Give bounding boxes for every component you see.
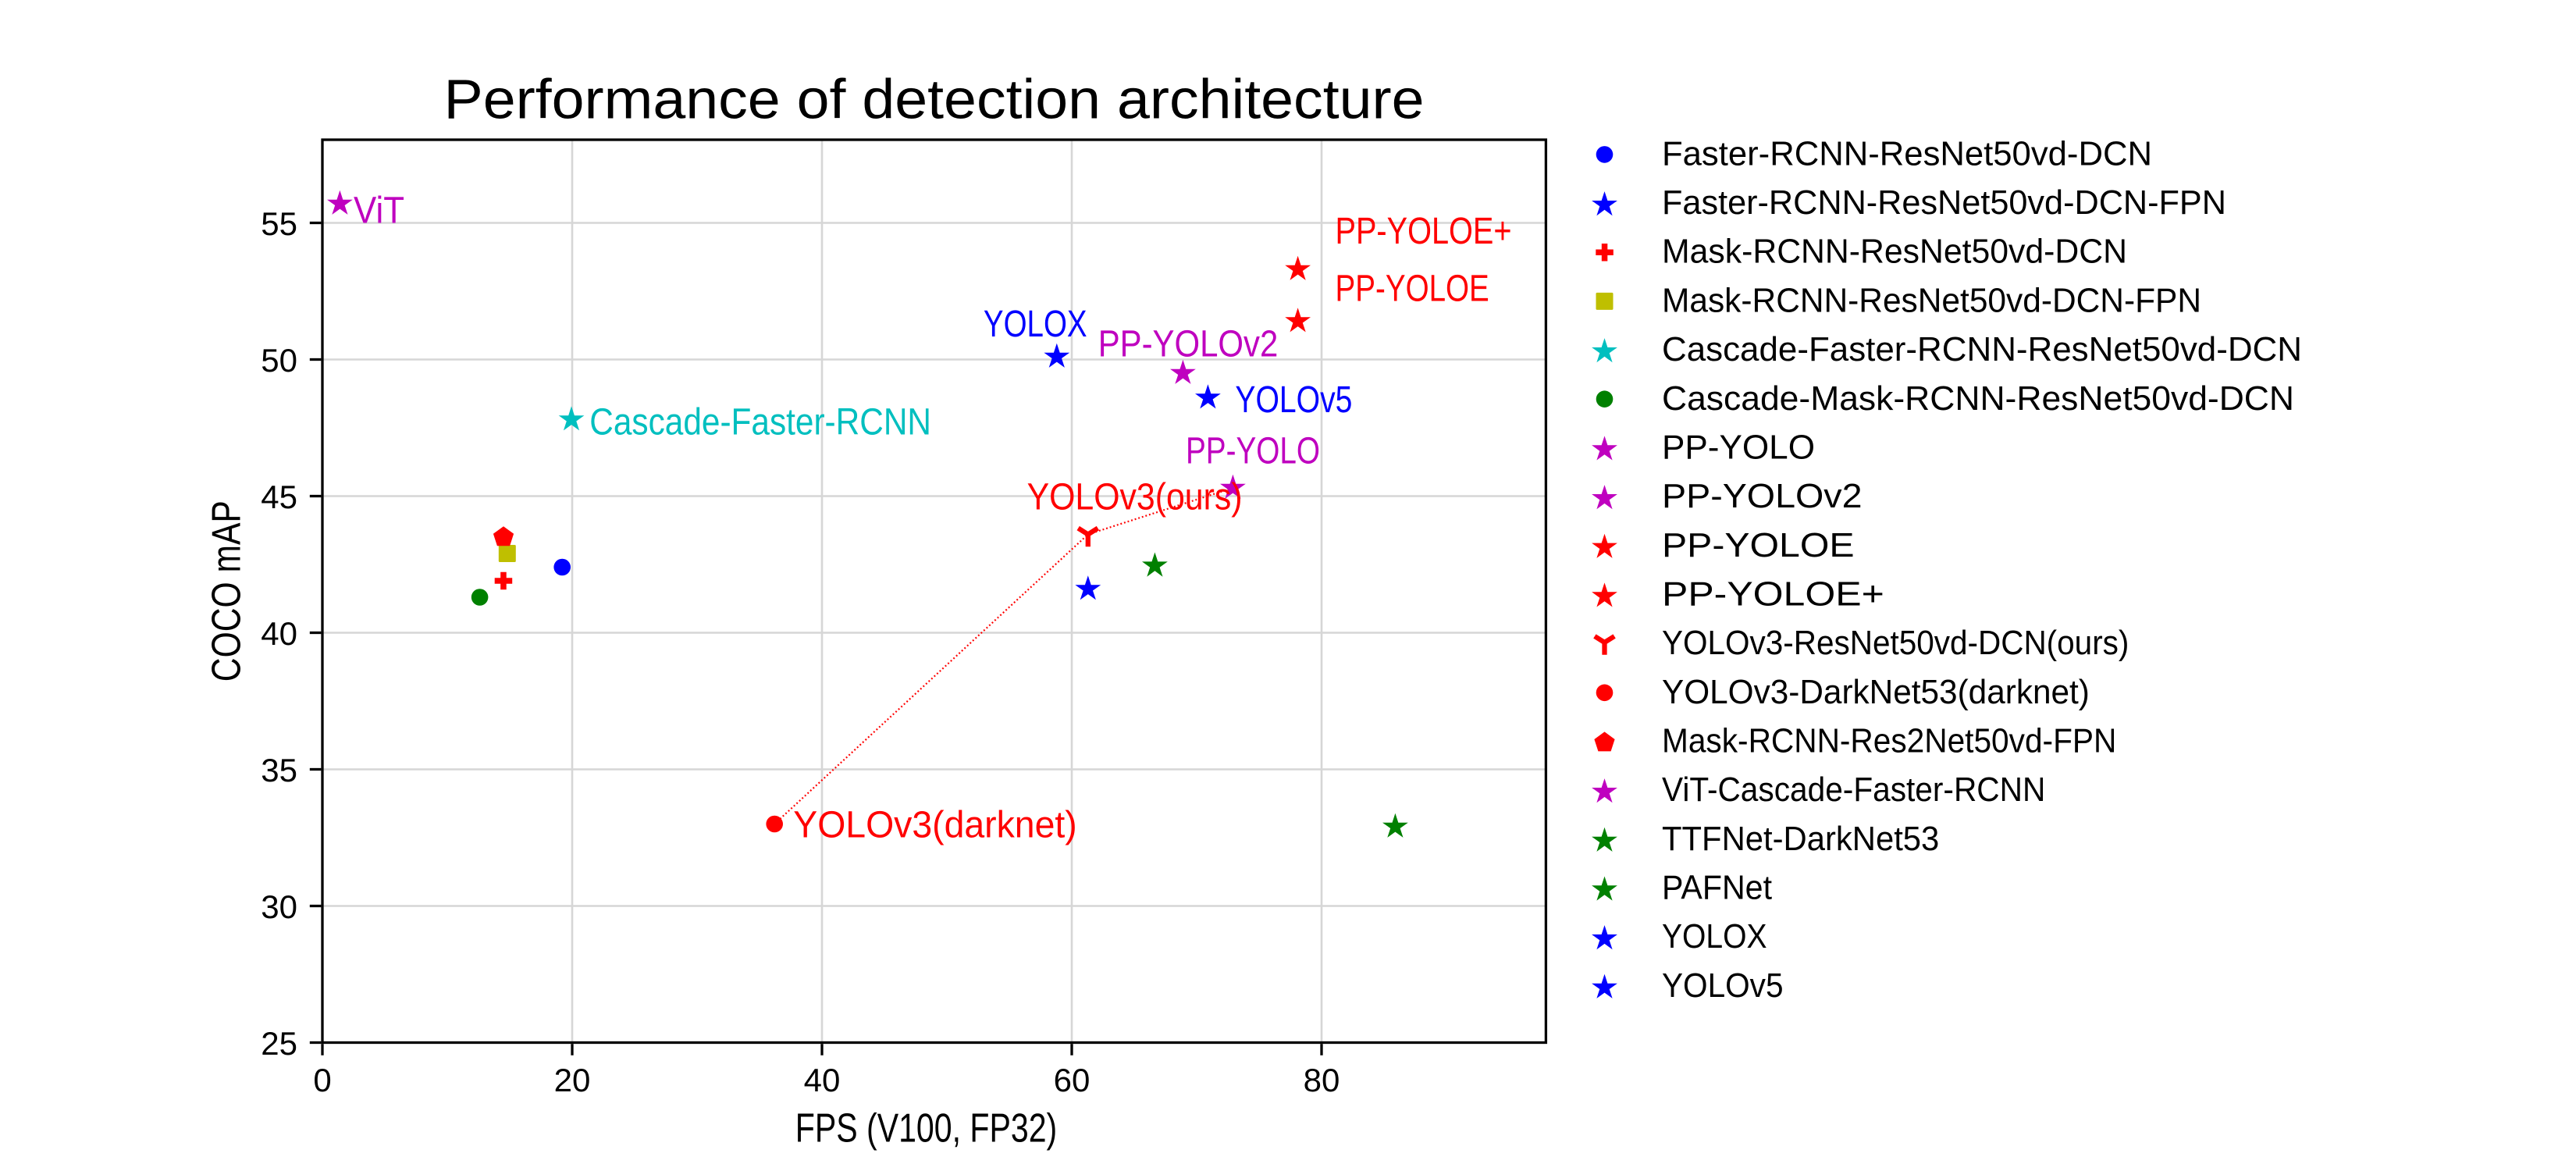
svg-text:Cascade-Mask-RCNN-ResNet50vd-D: Cascade-Mask-RCNN-ResNet50vd-DCN [1662,379,2294,418]
svg-text:YOLOv5: YOLOv5 [1662,966,1784,1005]
svg-text:PAFNet: PAFNet [1662,869,1772,907]
svg-text:YOLOv3(ours): YOLOv3(ours) [1027,476,1243,518]
svg-text:PP-YOLOv2: PP-YOLOv2 [1662,477,1863,515]
svg-text:ViT: ViT [354,190,404,232]
svg-text:40: 40 [261,615,297,652]
svg-text:YOLOv5: YOLOv5 [1235,379,1352,421]
svg-text:YOLOv3-DarkNet53(darknet): YOLOv3-DarkNet53(darknet) [1662,673,2090,711]
svg-text:Mask-RCNN-Res2Net50vd-FPN: Mask-RCNN-Res2Net50vd-FPN [1662,721,2116,760]
svg-text:Mask-RCNN-ResNet50vd-DCN-FPN: Mask-RCNN-ResNet50vd-DCN-FPN [1662,281,2201,319]
svg-text:Faster-RCNN-ResNet50vd-DCN-FPN: Faster-RCNN-ResNet50vd-DCN-FPN [1662,183,2226,222]
svg-text:50: 50 [261,342,297,379]
svg-text:25: 25 [261,1025,297,1062]
svg-text:20: 20 [554,1062,591,1098]
svg-text:Cascade-Faster-RCNN: Cascade-Faster-RCNN [589,401,931,443]
svg-text:YOLOX: YOLOX [1662,917,1767,956]
svg-text:Faster-RCNN-ResNet50vd-DCN: Faster-RCNN-ResNet50vd-DCN [1662,134,2152,173]
svg-text:PP-YOLO: PP-YOLO [1186,431,1320,472]
svg-text:Performance of detection archi: Performance of detection architecture [444,69,1425,130]
svg-text:ViT-Cascade-Faster-RCNN: ViT-Cascade-Faster-RCNN [1662,771,2045,809]
svg-text:30: 30 [261,888,297,925]
svg-text:PP-YOLO: PP-YOLO [1662,428,1815,466]
svg-text:45: 45 [261,479,297,515]
svg-text:Mask-RCNN-ResNet50vd-DCN: Mask-RCNN-ResNet50vd-DCN [1662,233,2127,271]
svg-text:80: 80 [1304,1062,1340,1098]
svg-text:FPS (V100, FP32): FPS (V100, FP32) [795,1106,1057,1151]
svg-text:YOLOX: YOLOX [984,304,1087,345]
svg-text:COCO mAP: COCO mAP [205,500,250,682]
svg-text:YOLOv3-ResNet50vd-DCN(ours): YOLOv3-ResNet50vd-DCN(ours) [1662,624,2129,662]
svg-text:PP-YOLOv2: PP-YOLOv2 [1098,324,1279,365]
svg-text:0: 0 [313,1062,331,1098]
svg-text:PP-YOLOE+: PP-YOLOE+ [1662,575,1884,613]
svg-text:TTFNet-DarkNet53: TTFNet-DarkNet53 [1662,820,1939,858]
svg-text:PP-YOLOE: PP-YOLOE [1336,269,1489,310]
svg-text:55: 55 [261,205,297,242]
svg-text:PP-YOLOE+: PP-YOLOE+ [1336,211,1512,252]
svg-text:60: 60 [1054,1062,1091,1098]
svg-text:PP-YOLOE: PP-YOLOE [1662,526,1855,564]
svg-text:Cascade-Faster-RCNN-ResNet50vd: Cascade-Faster-RCNN-ResNet50vd-DCN [1662,330,2302,368]
svg-text:35: 35 [261,752,297,788]
svg-text:YOLOv3(darknet): YOLOv3(darknet) [793,804,1076,845]
svg-text:40: 40 [804,1062,841,1098]
